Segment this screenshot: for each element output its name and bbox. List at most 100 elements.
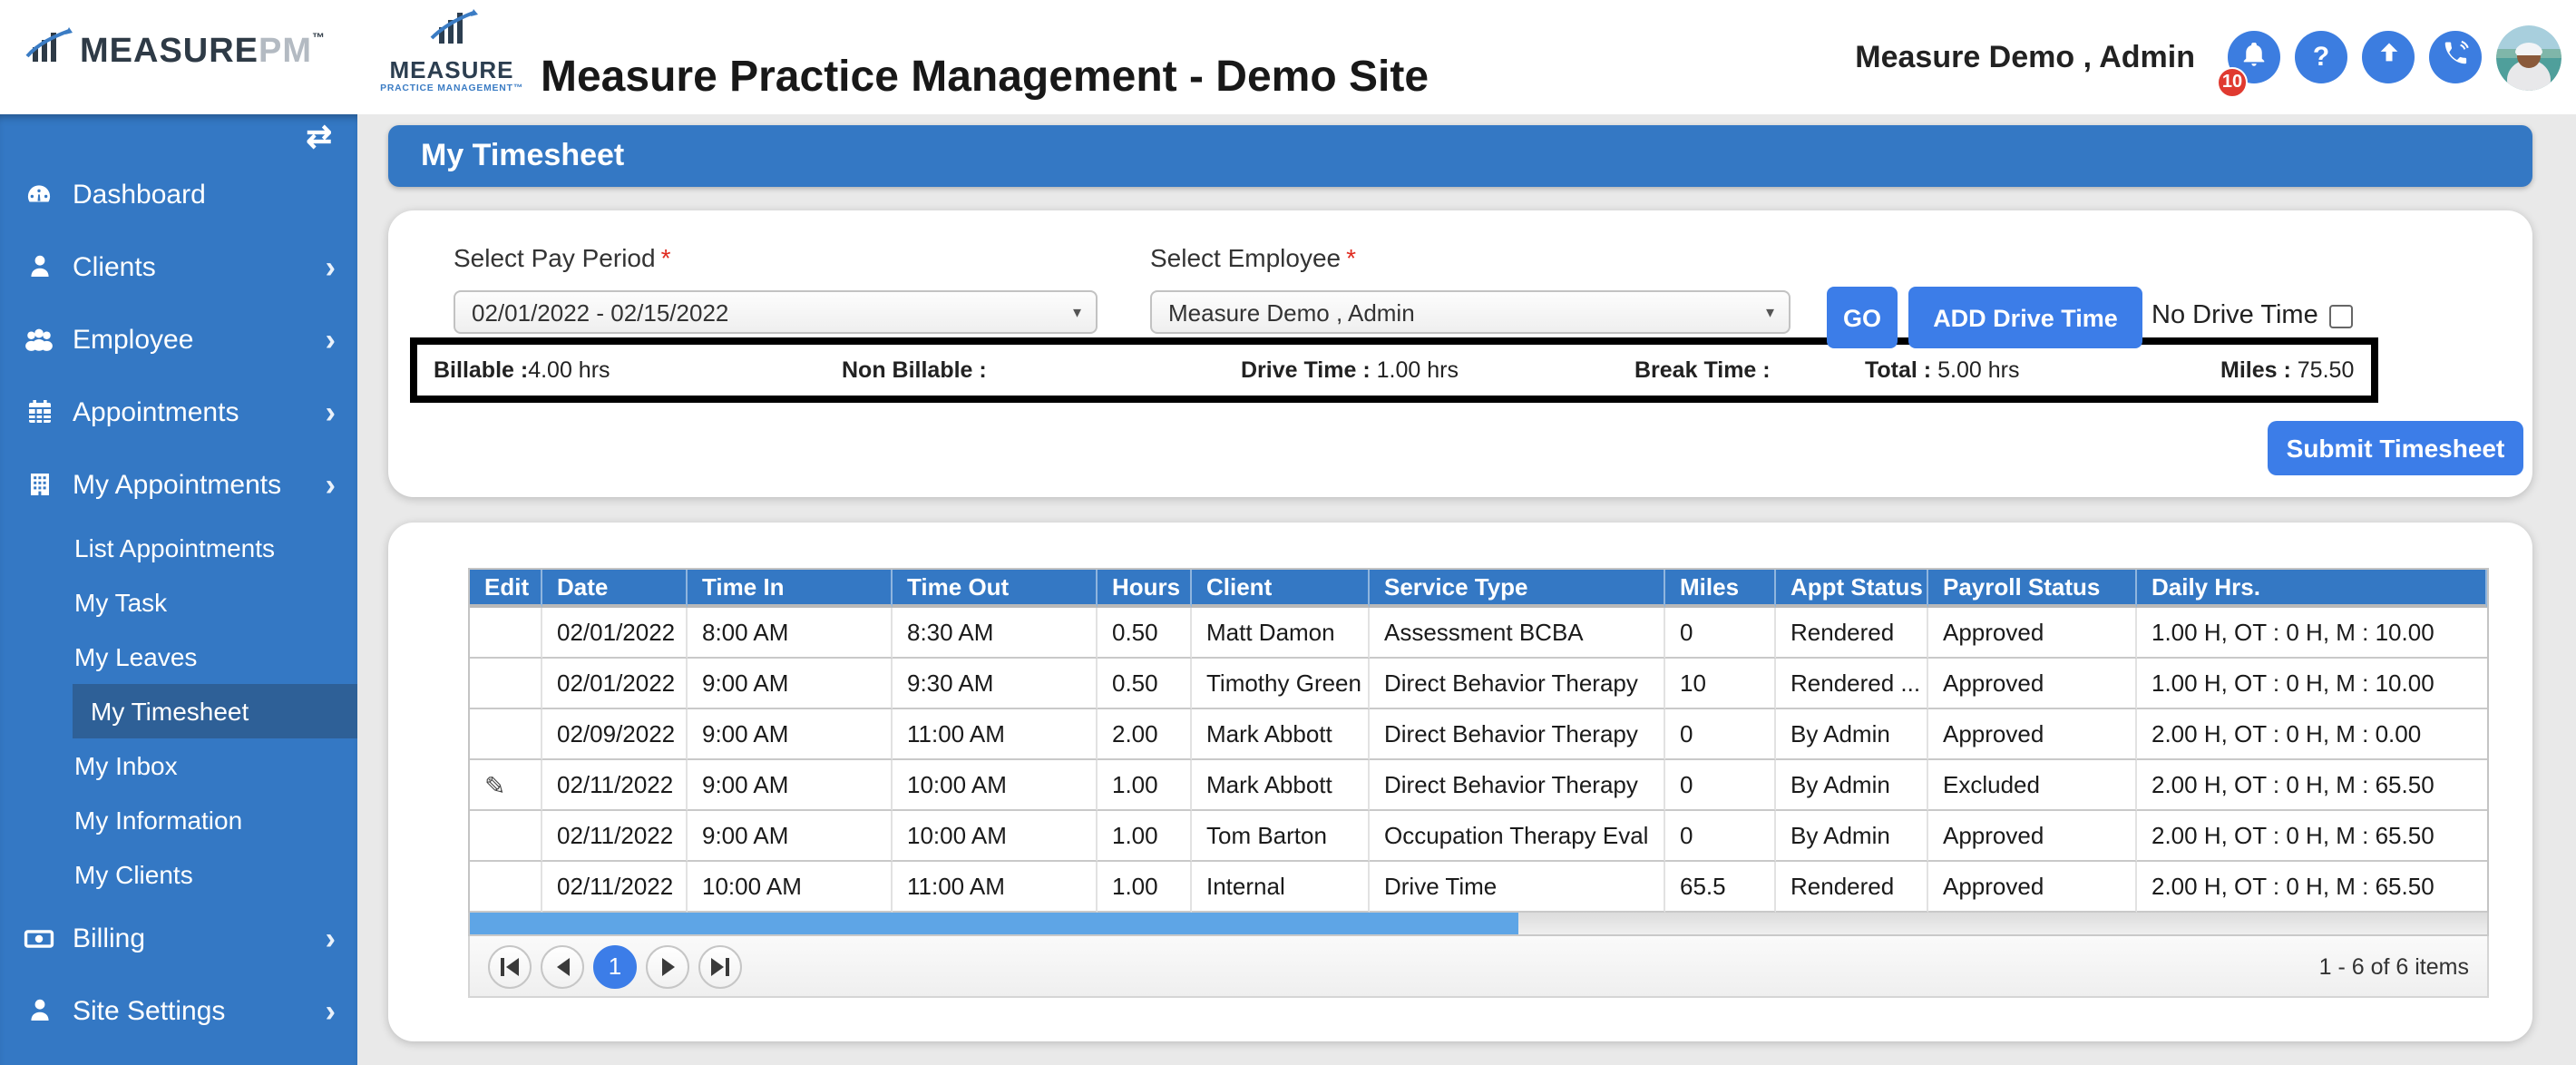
column-header-time-out[interactable]: Time Out — [893, 570, 1098, 608]
column-header-time-in[interactable]: Time In — [688, 570, 893, 608]
chevron-right-icon: › — [325, 249, 336, 284]
cell-time-out: 10:00 AM — [893, 760, 1098, 811]
sidebar-item-billing[interactable]: Billing › — [0, 902, 357, 974]
call-button[interactable] — [2429, 31, 2482, 83]
help-button[interactable]: ? — [2295, 31, 2347, 83]
cell-hours: 1.00 — [1098, 811, 1192, 862]
pay-period-select[interactable]: 02/01/2022 - 02/15/2022 ▾ — [454, 290, 1098, 334]
add-drive-time-button[interactable]: ADD Drive Time — [1908, 287, 2142, 348]
cell-time-in: 9:00 AM — [688, 709, 893, 760]
arrow-left-icon — [556, 957, 569, 975]
miles-summary: Miles : 75.50 — [2220, 357, 2355, 383]
cell-miles: 0 — [1665, 760, 1776, 811]
billable-summary: Billable :4.00 hrs — [434, 357, 610, 383]
horizontal-scrollbar[interactable] — [468, 913, 2489, 936]
cell-service-type: Occupation Therapy Eval — [1370, 811, 1665, 862]
cell-service-type: Direct Behavior Therapy — [1370, 760, 1665, 811]
sidebar-item-label: Clients — [73, 251, 156, 282]
pager-info: 1 - 6 of 6 items — [2318, 953, 2469, 979]
cell-hours: 2.00 — [1098, 709, 1192, 760]
sidebar-item-dashboard[interactable]: Dashboard — [0, 158, 357, 230]
column-header-date[interactable]: Date — [542, 570, 688, 608]
column-header-service-type[interactable]: Service Type — [1370, 570, 1665, 608]
sidebar-item-employee[interactable]: Employee › — [0, 303, 357, 376]
cell-daily-hrs: 1.00 H, OT : 0 H, M : 10.00 — [2137, 659, 2487, 709]
column-header-client[interactable]: Client — [1192, 570, 1370, 608]
break-time-summary: Break Time : — [1634, 357, 1771, 383]
notifications-button[interactable]: 10 — [2217, 31, 2280, 98]
sidebar-item-clients[interactable]: Clients › — [0, 230, 357, 303]
sidebar-subitem-my-inbox[interactable]: My Inbox — [74, 751, 178, 780]
cell-daily-hrs: 2.00 H, OT : 0 H, M : 65.50 — [2137, 760, 2487, 811]
logged-in-user[interactable]: Measure Demo , Admin — [1855, 39, 2195, 73]
cell-hours: 1.00 — [1098, 862, 1192, 913]
cell-appt-status: Rendered — [1776, 608, 1928, 659]
cell-miles: 65.5 — [1665, 862, 1776, 913]
cell-appt-status: By Admin — [1776, 709, 1928, 760]
timesheet-table-card: Edit Date Time In Time Out Hours Client … — [388, 523, 2532, 1041]
cell-time-in: 9:00 AM — [688, 811, 893, 862]
required-asterisk: * — [660, 243, 671, 272]
no-drive-time-checkbox[interactable] — [2328, 304, 2353, 327]
no-drive-time-field: No Drive Time — [2152, 301, 2353, 330]
cell-time-in: 9:00 AM — [688, 760, 893, 811]
sidebar-subitem-my-task[interactable]: My Task — [74, 588, 168, 617]
cell-service-type: Direct Behavior Therapy — [1370, 659, 1665, 709]
pager-next-button[interactable] — [646, 944, 689, 988]
column-header-appt-status[interactable]: Appt Status — [1776, 570, 1928, 608]
skip-first-icon — [506, 957, 519, 975]
brand-wordmark: MEASUREPM™ — [80, 32, 327, 70]
pager-page-1-button[interactable]: 1 — [593, 944, 637, 988]
sidebar-item-my-appointments[interactable]: My Appointments › — [0, 448, 357, 521]
dropdown-arrow-icon: ▾ — [1072, 302, 1081, 320]
horizontal-scrollbar-thumb[interactable] — [470, 913, 1519, 934]
cell-edit — [470, 811, 542, 862]
sidebar-subitem-my-leaves[interactable]: My Leaves — [74, 642, 198, 671]
site-logo-text: MEASURE — [389, 56, 514, 83]
drive-time-summary: Drive Time : 1.00 hrs — [1241, 357, 1459, 383]
arrow-right-icon — [661, 957, 674, 975]
cell-edit — [470, 862, 542, 913]
column-header-hours[interactable]: Hours — [1098, 570, 1192, 608]
sidebar-collapse-icon[interactable]: ⇄ — [306, 119, 333, 153]
cell-client: Internal — [1192, 862, 1370, 913]
cell-daily-hrs: 1.00 H, OT : 0 H, M : 10.00 — [2137, 608, 2487, 659]
pager-first-button[interactable] — [488, 944, 532, 988]
submit-timesheet-button[interactable]: Submit Timesheet — [2268, 421, 2523, 475]
cell-time-out: 11:00 AM — [893, 709, 1098, 760]
phone-icon — [2442, 39, 2469, 75]
column-header-edit[interactable]: Edit — [470, 570, 542, 608]
cell-client: Mark Abbott — [1192, 760, 1370, 811]
cell-client: Tom Barton — [1192, 811, 1370, 862]
column-header-payroll-status[interactable]: Payroll Status — [1928, 570, 2137, 608]
sidebar-subitem-my-clients[interactable]: My Clients — [74, 860, 193, 889]
user-avatar[interactable] — [2496, 24, 2561, 90]
edit-pencil-icon[interactable]: ✎ — [484, 770, 506, 799]
dropdown-arrow-icon: ▾ — [1765, 302, 1774, 320]
cell-payroll-status: Approved — [1928, 811, 2137, 862]
sidebar-item-appointments[interactable]: Appointments › — [0, 376, 357, 448]
cell-time-out: 8:30 AM — [893, 608, 1098, 659]
employee-select[interactable]: Measure Demo , Admin ▾ — [1150, 290, 1791, 334]
sidebar-item-site-settings[interactable]: Site Settings › — [0, 974, 357, 1047]
column-header-miles[interactable]: Miles — [1665, 570, 1776, 608]
cell-hours: 1.00 — [1098, 760, 1192, 811]
sidebar-subitem-my-timesheet[interactable]: My Timesheet — [73, 684, 357, 738]
cell-appt-status: By Admin — [1776, 760, 1928, 811]
sidebar-subitem-my-information[interactable]: My Information — [74, 806, 243, 835]
page-title-bar: My Timesheet — [388, 125, 2532, 187]
page-header-title: Measure Practice Management - Demo Site — [541, 53, 1429, 103]
pager-prev-button[interactable] — [541, 944, 584, 988]
sidebar-subitem-list-appointments[interactable]: List Appointments — [74, 533, 276, 562]
pager-last-button[interactable] — [698, 944, 742, 988]
upload-button[interactable] — [2362, 31, 2415, 83]
employee-label: Select Employee * — [1150, 243, 1357, 272]
column-header-daily-hrs[interactable]: Daily Hrs. — [2137, 570, 2487, 608]
bell-icon — [2240, 39, 2268, 75]
cell-time-out: 10:00 AM — [893, 811, 1098, 862]
user-icon — [24, 251, 54, 282]
go-button[interactable]: GO — [1827, 287, 1898, 348]
cell-daily-hrs: 2.00 H, OT : 0 H, M : 65.50 — [2137, 811, 2487, 862]
top-bar-actions: Measure Demo , Admin 10 ? — [1855, 0, 2561, 114]
cell-edit: ✎ — [470, 760, 542, 811]
